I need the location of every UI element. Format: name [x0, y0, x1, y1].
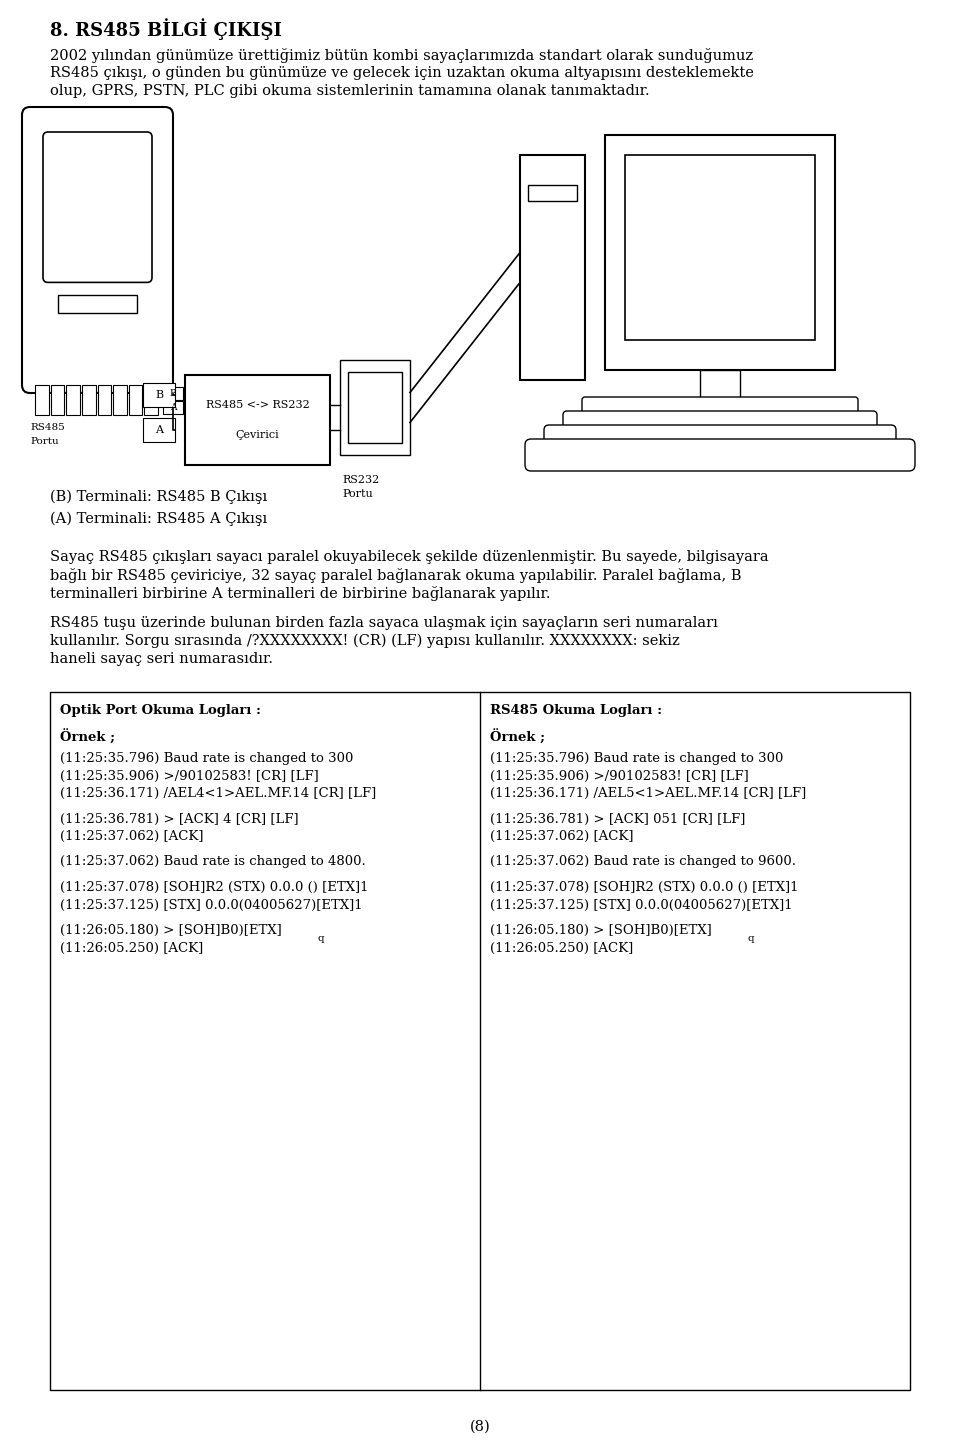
- Bar: [58, 296, 137, 313]
- Bar: [528, 184, 577, 202]
- Text: (11:25:37.125) [STX] 0.0.0(04005627)[ETX]1: (11:25:37.125) [STX] 0.0.0(04005627)[ETX…: [490, 898, 793, 911]
- Text: (11:25:36.781) > [ACK] 051 [CR] [LF]: (11:25:36.781) > [ACK] 051 [CR] [LF]: [490, 813, 745, 826]
- FancyBboxPatch shape: [582, 398, 858, 424]
- Bar: [82, 385, 95, 415]
- Text: q: q: [748, 934, 755, 943]
- Text: (A) Terminali: RS485 A Çıkışı: (A) Terminali: RS485 A Çıkışı: [50, 512, 267, 527]
- Text: Sayaç RS485 çıkışları sayacı paralel okuyabilecek şekilde düzenlenmiştir. Bu say: Sayaç RS485 çıkışları sayacı paralel oku…: [50, 550, 769, 564]
- Text: RS485 tuşu üzerinde bulunan birden fazla sayaca ulaşmak için sayaçların seri num: RS485 tuşu üzerinde bulunan birden fazla…: [50, 617, 718, 630]
- Bar: [129, 385, 142, 415]
- Text: terminalleri birbirine A terminalleri de birbirine bağlanarak yapılır.: terminalleri birbirine A terminalleri de…: [50, 586, 550, 601]
- Text: kullanılır. Sorgu sırasında /?XXXXXXXX! (CR) (LF) yapısı kullanılır. XXXXXXXX: s: kullanılır. Sorgu sırasında /?XXXXXXXX! …: [50, 634, 680, 649]
- Text: (11:25:35.906) >/90102583! [CR] [LF]: (11:25:35.906) >/90102583! [CR] [LF]: [490, 769, 749, 782]
- Bar: [98, 385, 111, 415]
- Bar: [143, 418, 175, 443]
- Text: (11:25:35.796) Baud rate is changed to 300: (11:25:35.796) Baud rate is changed to 3…: [60, 752, 353, 765]
- Bar: [700, 370, 740, 400]
- FancyBboxPatch shape: [43, 132, 152, 283]
- Text: (11:25:37.078) [SOH]R2 (STX) 0.0.0 () [ETX]1: (11:25:37.078) [SOH]R2 (STX) 0.0.0 () [E…: [490, 881, 799, 894]
- Text: 2002 yılından günümüze ürettiğimiz bütün kombi sayaçlarımızda standart olarak su: 2002 yılından günümüze ürettiğimiz bütün…: [50, 48, 754, 62]
- Bar: [143, 383, 175, 406]
- Text: haneli sayaç seri numarasıdır.: haneli sayaç seri numarasıdır.: [50, 651, 273, 666]
- Text: (8): (8): [469, 1421, 491, 1434]
- Bar: [51, 385, 64, 415]
- FancyBboxPatch shape: [563, 411, 877, 440]
- Text: (11:26:05.180) > [SOH]B0)[ETX]: (11:26:05.180) > [SOH]B0)[ETX]: [490, 924, 711, 937]
- Text: Optik Port Okuma Logları :: Optik Port Okuma Logları :: [60, 704, 261, 717]
- Text: A: A: [170, 403, 177, 412]
- Text: (11:25:36.781) > [ACK] 4 [CR] [LF]: (11:25:36.781) > [ACK] 4 [CR] [LF]: [60, 813, 299, 826]
- Bar: [35, 385, 49, 415]
- FancyBboxPatch shape: [525, 440, 915, 472]
- Text: Örnek ;: Örnek ;: [60, 730, 115, 744]
- Text: (11:25:37.078) [SOH]R2 (STX) 0.0.0 () [ETX]1: (11:25:37.078) [SOH]R2 (STX) 0.0.0 () [E…: [60, 881, 369, 894]
- Text: RS232: RS232: [342, 474, 379, 485]
- Text: (11:26:05.250) [ACK]: (11:26:05.250) [ACK]: [490, 942, 634, 955]
- Text: RS485 çıkışı, o günden bu günümüze ve gelecek için uzaktan okuma altyapısını des: RS485 çıkışı, o günden bu günümüze ve ge…: [50, 65, 754, 80]
- Bar: [625, 155, 815, 340]
- Text: B: B: [155, 390, 163, 400]
- Text: RS485: RS485: [30, 424, 64, 432]
- Bar: [163, 400, 183, 414]
- Text: (11:25:35.796) Baud rate is changed to 300: (11:25:35.796) Baud rate is changed to 3…: [490, 752, 783, 765]
- Text: (11:25:37.062) [ACK]: (11:25:37.062) [ACK]: [60, 830, 204, 843]
- Bar: [50, 692, 910, 1390]
- Text: Örnek ;: Örnek ;: [490, 730, 545, 744]
- Bar: [340, 360, 410, 456]
- FancyBboxPatch shape: [22, 107, 173, 393]
- Text: RS485 <-> RS232: RS485 <-> RS232: [205, 400, 309, 411]
- Text: q: q: [318, 934, 324, 943]
- Text: (11:25:36.171) /AEL5<1>AEL.MF.14 [CR] [LF]: (11:25:36.171) /AEL5<1>AEL.MF.14 [CR] [L…: [490, 786, 806, 800]
- Bar: [348, 371, 402, 443]
- Bar: [163, 387, 183, 400]
- Bar: [185, 374, 330, 464]
- Text: RS485 Okuma Logları :: RS485 Okuma Logları :: [490, 704, 662, 717]
- Text: (11:25:35.906) >/90102583! [CR] [LF]: (11:25:35.906) >/90102583! [CR] [LF]: [60, 769, 319, 782]
- Bar: [605, 135, 835, 370]
- Text: (11:25:37.125) [STX] 0.0.0(04005627)[ETX]1: (11:25:37.125) [STX] 0.0.0(04005627)[ETX…: [60, 898, 363, 911]
- Text: (11:25:37.062) Baud rate is changed to 9600.: (11:25:37.062) Baud rate is changed to 9…: [490, 856, 796, 869]
- Bar: [113, 385, 127, 415]
- Text: Çevirici: Çevirici: [235, 429, 279, 440]
- Text: (11:26:05.180) > [SOH]B0)[ETX]: (11:26:05.180) > [SOH]B0)[ETX]: [60, 924, 281, 937]
- Text: (11:25:36.171) /AEL4<1>AEL.MF.14 [CR] [LF]: (11:25:36.171) /AEL4<1>AEL.MF.14 [CR] [L…: [60, 786, 376, 800]
- Bar: [144, 385, 158, 415]
- Bar: [520, 155, 585, 380]
- Text: Portu: Portu: [30, 437, 59, 445]
- Text: (11:25:37.062) Baud rate is changed to 4800.: (11:25:37.062) Baud rate is changed to 4…: [60, 856, 366, 869]
- Text: Portu: Portu: [342, 489, 372, 499]
- FancyBboxPatch shape: [544, 425, 896, 456]
- Text: B: B: [170, 389, 177, 398]
- Bar: [66, 385, 80, 415]
- Text: (B) Terminali: RS485 B Çıkışı: (B) Terminali: RS485 B Çıkışı: [50, 490, 267, 505]
- Text: 8. RS485 BİLGİ ÇIKIŞI: 8. RS485 BİLGİ ÇIKIŞI: [50, 17, 282, 39]
- Text: A: A: [155, 425, 163, 435]
- Text: (11:25:37.062) [ACK]: (11:25:37.062) [ACK]: [490, 830, 634, 843]
- Text: bağlı bir RS485 çeviriciye, 32 sayaç paralel bağlanarak okuma yapılabilir. Paral: bağlı bir RS485 çeviriciye, 32 sayaç par…: [50, 567, 741, 583]
- Text: (11:26:05.250) [ACK]: (11:26:05.250) [ACK]: [60, 942, 204, 955]
- Text: olup, GPRS, PSTN, PLC gibi okuma sistemlerinin tamamına olanak tanımaktadır.: olup, GPRS, PSTN, PLC gibi okuma sisteml…: [50, 84, 650, 99]
